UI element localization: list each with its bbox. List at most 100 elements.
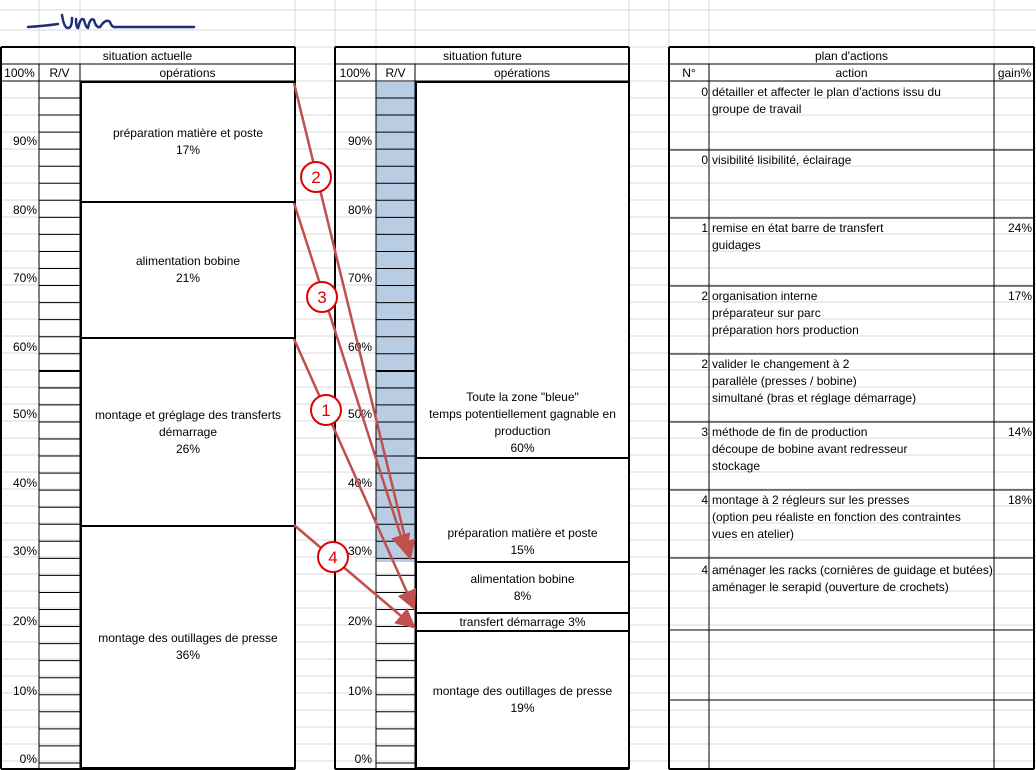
- block-value: 26%: [175, 441, 201, 456]
- pct-label: 0%: [354, 752, 372, 766]
- plan-row-action-line: stockage: [712, 459, 761, 473]
- future-block-transfert: transfert démarrage 3%: [415, 612, 630, 632]
- arrow-label-number: 4: [328, 548, 337, 567]
- pct-label: 90%: [347, 134, 372, 148]
- block-value: 17%: [175, 143, 201, 157]
- arrow-label-circle: [306, 281, 338, 313]
- plan-row-action-line: vues en atelier): [712, 527, 795, 541]
- block-value: 36%: [175, 648, 201, 662]
- block-label: montage et gréglage des transferts démar…: [94, 407, 282, 439]
- plan-row-number: 2: [701, 289, 708, 303]
- current-ops-header: opérations: [159, 66, 216, 80]
- pct-label: 40%: [347, 476, 372, 490]
- current-rv-header: R/V: [49, 66, 70, 80]
- pct-label: 30%: [12, 544, 37, 558]
- plan-row-action-line: détailler et affecter le plan d'actions …: [712, 85, 941, 99]
- pct-label: 50%: [12, 407, 37, 421]
- arrow-label-circle: [300, 161, 332, 193]
- pct-label: 80%: [347, 203, 372, 217]
- plan-row-action-line: préparation hors production: [712, 323, 859, 337]
- plan-row-action-line: aménager les racks (cornières de guidage…: [712, 563, 993, 577]
- pct-label: 10%: [347, 684, 372, 698]
- pct-label: 30%: [347, 544, 372, 558]
- arrow-label-number: 1: [321, 401, 330, 420]
- arrow-1: [292, 82, 416, 561]
- current-block-outillages: montage des outillages de presse 36%: [80, 525, 296, 769]
- pct-label: 80%: [12, 203, 37, 217]
- block-label: alimentation bobine: [135, 254, 241, 268]
- plan-row-action-line: guidages: [712, 238, 761, 252]
- plan-row-gain: 14%: [1007, 425, 1032, 439]
- arrow-label-number: 2: [311, 168, 320, 187]
- plan-row-action-line: remise en état barre de transfert: [712, 221, 884, 235]
- arrow-label-number: 3: [317, 288, 326, 307]
- future-title: situation future: [443, 49, 522, 63]
- block-label: montage des outillages de presse: [432, 683, 613, 698]
- future-block-alimentation: alimentation bobine 8%: [415, 561, 630, 614]
- future-pct-header: 100%: [339, 66, 371, 80]
- pct-label: 40%: [12, 476, 37, 490]
- plan-row-action-line: découpe de bobine avant redresseur: [712, 442, 908, 456]
- plan-row-number: 1: [701, 221, 708, 235]
- current-block-alimentation: alimentation bobine 21%: [80, 201, 296, 339]
- plan-row-action-line: montage à 2 régleurs sur les presses: [712, 493, 910, 507]
- block-label: transfert démarrage 3%: [459, 614, 586, 629]
- current-title: situation actuelle: [102, 49, 193, 63]
- plan-row-action-line: visibilité lisibilité, éclairage: [712, 153, 852, 167]
- block-label: montage des outillages de presse: [98, 631, 278, 645]
- plan-row-gain: 17%: [1007, 289, 1032, 303]
- plan-num-header: N°: [682, 66, 696, 80]
- plan-title: plan d'actions: [814, 49, 888, 63]
- pct-label: 20%: [12, 614, 37, 628]
- block-label: préparation matière et poste: [447, 526, 598, 540]
- pct-label: 70%: [12, 271, 37, 285]
- plan-action-header: action: [835, 66, 868, 80]
- block-label: préparation matière et poste: [112, 126, 264, 140]
- future-rv-header: R/V: [385, 66, 406, 80]
- block-value: 21%: [175, 271, 201, 285]
- blue-zone-line1: Toute la zone "bleue": [466, 390, 579, 404]
- plan-row-action-line: (option peu réaliste en fonction des con…: [712, 510, 961, 524]
- plan-row-action-line: valider le changement à 2: [712, 357, 850, 371]
- plan-row-action-line: préparateur sur parc: [712, 306, 821, 320]
- arrow-label-circle: [317, 541, 349, 573]
- plan-gain-header: gain%: [997, 66, 1032, 80]
- block-label: alimentation bobine: [470, 571, 575, 586]
- pct-label: 60%: [12, 340, 37, 354]
- plan-row-number: 2: [701, 357, 708, 371]
- pct-label: 0%: [19, 752, 37, 766]
- future-blue-zone-block: Toute la zone "bleue" temps potentiellem…: [415, 81, 630, 459]
- plan-row-number: 3: [701, 425, 708, 439]
- arrow-3: [292, 338, 417, 611]
- block-value: 15%: [510, 543, 535, 557]
- pct-label: 70%: [347, 271, 372, 285]
- block-value: 19%: [510, 700, 535, 715]
- plan-row-number: 4: [701, 563, 708, 577]
- arrow-2: [292, 202, 411, 555]
- plan-row-action-line: organisation interne: [712, 289, 818, 303]
- pct-label: 90%: [12, 134, 37, 148]
- arrow-label-circle: [310, 394, 342, 426]
- plan-row-action-line: méthode de fin de production: [712, 425, 868, 439]
- pct-label: 60%: [347, 340, 372, 354]
- blue-zone-value: 60%: [510, 441, 535, 455]
- plan-row-action-line: aménager le serapid (ouverture de croche…: [712, 580, 949, 594]
- plan-row-number: 0: [701, 153, 708, 167]
- arrow-4: [293, 524, 416, 629]
- blue-zone-line2: temps potentiellement gagnable en produc…: [429, 407, 616, 438]
- plan-row-number: 4: [701, 493, 708, 507]
- plan-row-action-line: parallèle (presses / bobine): [712, 374, 857, 388]
- plan-row-number: 0: [701, 85, 708, 99]
- current-pct-header: 100%: [4, 66, 35, 80]
- plan-row-action-line: simultané (bras et réglage démarrage): [712, 391, 917, 405]
- plan-row-gain: 24%: [1007, 221, 1032, 235]
- plan-row-action-line: groupe de travail: [712, 102, 802, 116]
- future-ops-header: opérations: [493, 66, 551, 80]
- pct-label: 50%: [347, 407, 372, 421]
- plan-row-gain: 18%: [1007, 493, 1032, 507]
- future-block-preparation: préparation matière et poste 15%: [415, 457, 630, 563]
- pct-label: 10%: [12, 684, 37, 698]
- logo-signature: [26, 13, 196, 30]
- pct-label: 20%: [347, 614, 372, 628]
